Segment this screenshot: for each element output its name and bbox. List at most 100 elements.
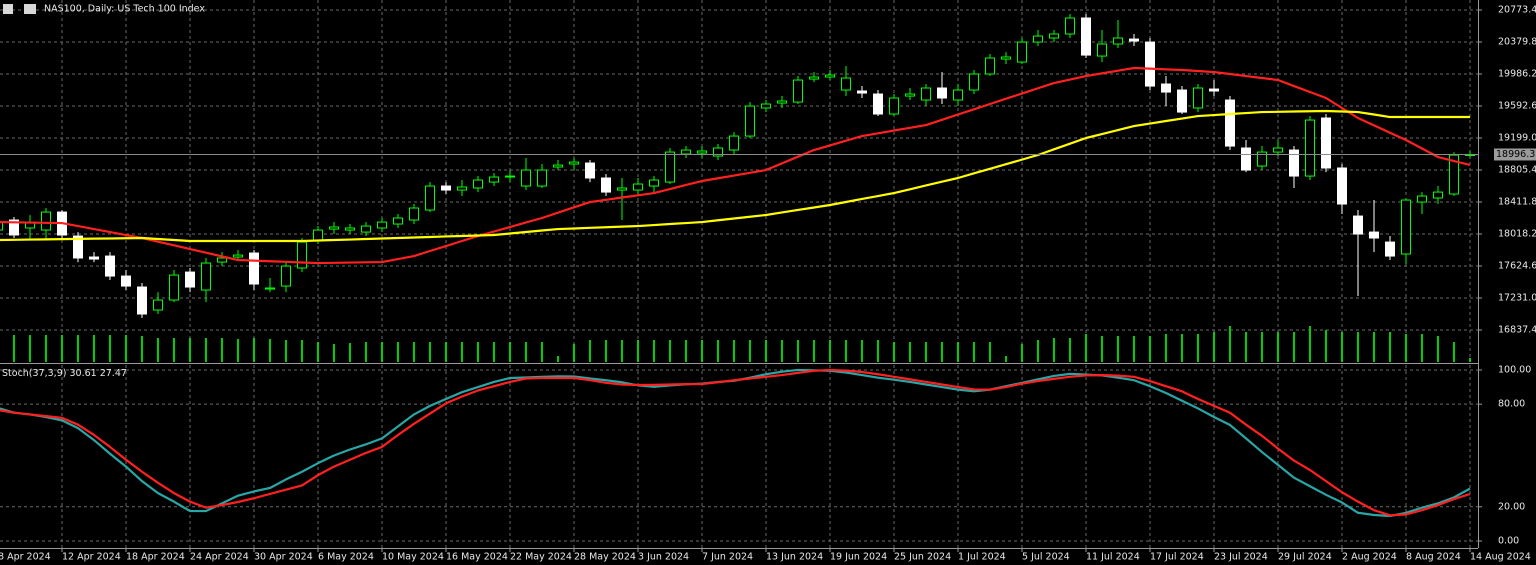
volume-bar [29,335,31,362]
candle-body [1017,41,1027,63]
candle-body [761,103,771,109]
volume-bar [781,340,783,362]
candle-body [329,226,339,230]
candle-body [777,100,787,104]
candle-body [441,185,451,191]
candle-body [169,274,179,301]
volume-bar [1165,334,1167,362]
volume-bar [605,340,607,362]
volume-bar [1133,336,1135,362]
volume-bar [877,340,879,362]
x-tick-label: 22 May 2024 [510,552,572,563]
candle-body [665,151,675,183]
candle-body [873,93,883,115]
volume-bar [685,340,687,362]
volume-bar [333,344,335,362]
candle-body [9,219,19,236]
volume-bar [1037,340,1039,362]
volume-bar [317,342,319,362]
candle-body [1097,43,1107,57]
candle-body [1113,37,1123,45]
current-price-label: 18996.3 [1496,149,1535,160]
volume-bar [893,342,895,362]
volume-bar [285,340,287,362]
volume-bar [1197,334,1199,362]
y-tick-label: 18018.2 [1498,229,1536,240]
menu-icon[interactable] [3,4,13,14]
indicator-signal-value: 27.47 [100,368,127,379]
volume-bar [1469,358,1471,362]
current-price-box [1494,148,1536,161]
candle-body [745,105,755,137]
x-tick-label: 25 Jun 2024 [894,552,951,563]
candle-body [393,217,403,225]
volume-bar [765,340,767,362]
candle-body [377,221,387,229]
volume-bar [1213,332,1215,362]
volume-bar [301,340,303,362]
volume-bar [1405,334,1407,362]
volume-bar [237,339,239,362]
candle-body [1257,151,1267,167]
volume-bar [973,342,975,362]
volume-bar [525,342,527,362]
x-tick-label: 6 May 2024 [318,552,374,563]
candle-body [1177,89,1187,113]
x-tick-label: 7 Jun 2024 [702,552,753,563]
x-tick-label: 28 May 2024 [574,552,636,563]
x-tick-label: 5 Jul 2024 [1022,552,1070,563]
x-tick-label: 12 Apr 2024 [62,552,121,563]
chart-icon[interactable] [24,4,36,14]
volume-bar [157,338,159,362]
candle-body [233,254,243,258]
x-tick-label: 16 May 2024 [446,552,508,563]
x-tick-label: 24 Apr 2024 [190,552,249,563]
candle-body [105,255,115,277]
indicator-line [0,66,1471,265]
x-tick-label: 17 Jul 2024 [1150,552,1204,563]
x-tick-label: 29 Jul 2024 [1278,552,1332,563]
volume-bar [397,342,399,362]
candle-body [1385,241,1395,257]
candle-body [1129,38,1139,42]
volume-bar [509,342,511,362]
candle-body [569,161,579,165]
indicator-name: Stoch(37,3,9) [2,368,66,379]
candle-body [1401,199,1411,255]
x-tick-label: 13 Jun 2024 [766,552,823,563]
candle-body [345,227,355,231]
y-tick-label: 19986.2 [1498,69,1536,80]
volume-bar [1181,334,1183,362]
volume-bar [1117,336,1119,362]
volume-bar [701,340,703,362]
volume-bar [813,340,815,362]
candle-body [41,211,51,231]
volume-bar [1085,334,1087,362]
x-tick-label: 18 Apr 2024 [126,552,185,563]
volume-bar [253,338,255,362]
candle-body [521,169,531,187]
volume-bar [925,342,927,362]
y-tick-label: 18411.8 [1498,197,1536,208]
volume-bar [941,342,943,362]
candle-body [553,164,563,168]
candle-body [1001,56,1011,60]
x-tick-label: 10 May 2024 [382,552,444,563]
volume-bar [1389,332,1391,362]
candle-body [489,176,499,183]
candle-body [1225,99,1235,147]
volume-bar [189,338,191,362]
candle-body [0,221,3,231]
candle-body [1065,17,1075,35]
volume-bar [1261,332,1263,362]
candle-body [121,275,131,287]
indicator-title: Stoch(37,3,9) 30.61 27.47 [2,368,127,379]
volume-bar [1357,332,1359,362]
volume-bar [621,340,623,362]
volume-bar [829,340,831,362]
y-tick-label: 0.00 [1498,535,1519,546]
x-tick-label: 30 Apr 2024 [254,552,313,563]
volume-bar [1021,344,1023,362]
